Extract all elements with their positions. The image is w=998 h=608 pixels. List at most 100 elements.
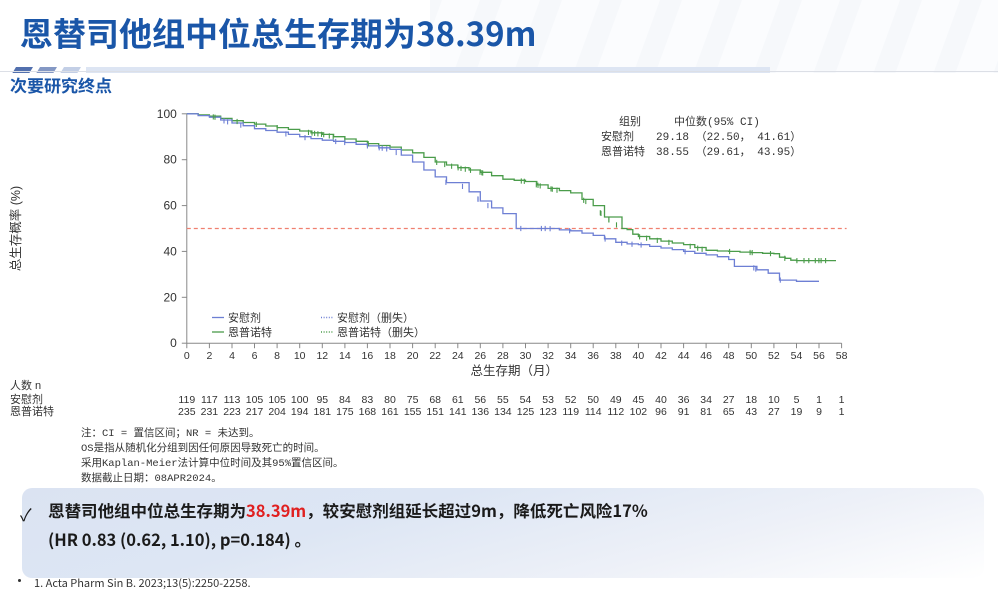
svg-text:1: 1 — [839, 394, 845, 406]
svg-text:中位数(95% CI): 中位数(95% CI) — [674, 114, 760, 129]
svg-text:55: 55 — [497, 394, 509, 406]
svg-text:18: 18 — [745, 394, 757, 406]
svg-text:65: 65 — [723, 406, 735, 418]
svg-text:49: 49 — [610, 394, 622, 406]
svg-text:12: 12 — [316, 350, 328, 362]
svg-text:95: 95 — [316, 394, 328, 406]
svg-text:181: 181 — [314, 406, 332, 418]
svg-text:102: 102 — [630, 406, 648, 418]
svg-text:45: 45 — [633, 394, 645, 406]
svg-text:0: 0 — [170, 336, 177, 350]
svg-text:29.18 （22.50， 41.61）: 29.18 （22.50， 41.61） — [656, 130, 801, 144]
svg-text:80: 80 — [384, 394, 396, 406]
svg-text:68: 68 — [429, 394, 441, 406]
svg-text:27: 27 — [768, 406, 780, 418]
svg-text:总生存概率 (%): 总生存概率 (%) — [8, 186, 23, 271]
svg-text:119: 119 — [178, 394, 195, 406]
svg-text:24: 24 — [452, 350, 464, 362]
svg-text:56: 56 — [813, 350, 825, 362]
svg-text:117: 117 — [201, 394, 218, 406]
svg-text:38: 38 — [610, 350, 622, 362]
svg-text:134: 134 — [494, 406, 512, 418]
svg-text:58: 58 — [836, 350, 848, 362]
svg-text:175: 175 — [336, 406, 354, 418]
svg-text:40: 40 — [655, 394, 667, 406]
svg-text:36: 36 — [678, 394, 690, 406]
svg-text:2: 2 — [206, 350, 212, 362]
svg-text:141: 141 — [449, 406, 467, 418]
svg-text:113: 113 — [224, 394, 241, 406]
svg-text:22: 22 — [429, 350, 441, 362]
svg-text:125: 125 — [517, 406, 535, 418]
svg-text:恩普诺特: 恩普诺特 — [228, 325, 272, 339]
svg-text:36: 36 — [587, 350, 599, 362]
svg-text:114: 114 — [585, 406, 602, 418]
svg-text:61: 61 — [452, 394, 464, 406]
svg-text:231: 231 — [201, 406, 219, 418]
svg-text:83: 83 — [362, 394, 374, 406]
svg-text:42: 42 — [655, 350, 667, 362]
svg-text:54: 54 — [520, 394, 532, 406]
svg-text:1: 1 — [816, 394, 822, 406]
svg-text:151: 151 — [426, 406, 444, 418]
svg-text:50: 50 — [745, 350, 757, 362]
svg-text:14: 14 — [339, 350, 351, 362]
svg-text:53: 53 — [542, 394, 554, 406]
svg-text:54: 54 — [791, 350, 803, 362]
svg-text:81: 81 — [700, 406, 712, 418]
svg-text:223: 223 — [223, 406, 241, 418]
svg-text:16: 16 — [362, 350, 374, 362]
svg-text:总生存期（月）: 总生存期（月） — [470, 364, 558, 378]
svg-text:52: 52 — [565, 394, 577, 406]
svg-text:235: 235 — [178, 406, 196, 418]
svg-text:6: 6 — [252, 350, 258, 362]
svg-text:112: 112 — [607, 406, 624, 418]
svg-text:46: 46 — [700, 350, 712, 362]
svg-text:安慰剂: 安慰剂 — [10, 392, 43, 406]
svg-text:80: 80 — [163, 153, 177, 167]
svg-text:161: 161 — [381, 406, 399, 418]
svg-text:5: 5 — [794, 394, 800, 406]
svg-text:4: 4 — [229, 350, 235, 362]
svg-text:9: 9 — [816, 406, 822, 418]
svg-text:10: 10 — [768, 394, 780, 406]
svg-text:84: 84 — [339, 394, 351, 406]
svg-text:52: 52 — [768, 350, 780, 362]
svg-text:恩普诺特（删失）: 恩普诺特（删失） — [337, 325, 425, 339]
svg-text:安慰剂（删失）: 安慰剂（删失） — [337, 311, 414, 325]
svg-text:194: 194 — [291, 406, 309, 418]
svg-text:168: 168 — [359, 406, 377, 418]
svg-text:人数 n: 人数 n — [10, 379, 41, 392]
svg-text:75: 75 — [407, 394, 419, 406]
svg-text:44: 44 — [678, 350, 690, 362]
svg-text:96: 96 — [655, 406, 667, 418]
svg-text:50: 50 — [587, 394, 599, 406]
svg-text:恩普诺特: 恩普诺特 — [10, 404, 54, 418]
svg-text:91: 91 — [678, 406, 690, 418]
svg-text:10: 10 — [294, 350, 306, 362]
svg-text:34: 34 — [565, 350, 577, 362]
svg-text:56: 56 — [474, 394, 486, 406]
svg-text:136: 136 — [472, 406, 490, 418]
svg-text:105: 105 — [246, 394, 264, 406]
svg-text:30: 30 — [520, 350, 532, 362]
svg-text:19: 19 — [791, 406, 803, 418]
svg-text:27: 27 — [723, 394, 735, 406]
svg-text:恩普诺特: 恩普诺特 — [601, 144, 645, 159]
svg-text:48: 48 — [723, 350, 735, 362]
svg-text:155: 155 — [404, 406, 422, 418]
svg-text:组别: 组别 — [619, 114, 641, 129]
svg-text:60: 60 — [163, 199, 177, 213]
svg-text:8: 8 — [274, 350, 280, 362]
svg-text:18: 18 — [384, 350, 396, 362]
svg-text:40: 40 — [633, 350, 645, 362]
svg-text:0: 0 — [184, 350, 190, 362]
svg-text:安慰剂: 安慰剂 — [601, 129, 634, 144]
svg-text:1: 1 — [839, 406, 845, 418]
svg-text:安慰剂: 安慰剂 — [228, 311, 261, 325]
svg-text:38.55 （29.61， 43.95）: 38.55 （29.61， 43.95） — [656, 145, 801, 159]
svg-text:123: 123 — [539, 406, 557, 418]
svg-text:100: 100 — [291, 394, 309, 406]
svg-text:204: 204 — [268, 406, 286, 418]
svg-text:28: 28 — [497, 350, 509, 362]
